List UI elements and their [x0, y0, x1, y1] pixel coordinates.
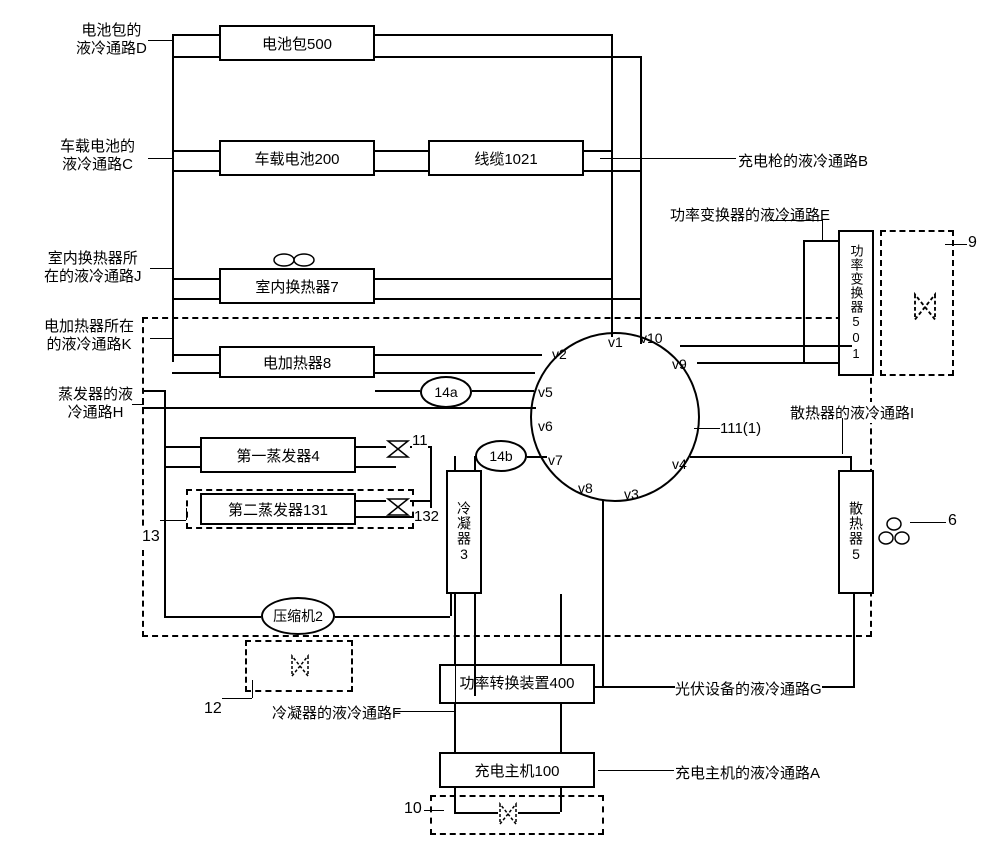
port-v2: v2: [552, 346, 567, 362]
pump-14b: 14b: [475, 440, 527, 472]
fan-indoor: [270, 252, 318, 273]
label-111: 111(1): [720, 420, 761, 437]
heater-label: 电加热器8: [263, 352, 331, 373]
valve-11: [386, 437, 410, 461]
box-cable: 线缆1021: [428, 140, 584, 176]
label-path-I: 散热器的液冷通路I: [790, 402, 914, 423]
label-path-G: 光伏设备的液冷通路G: [675, 678, 822, 699]
onboard-battery-label: 车载电池200: [254, 148, 339, 169]
label-path-F: 冷凝器的液冷通路F: [272, 702, 401, 723]
box-evap2: 第二蒸发器131: [200, 493, 356, 525]
box-power-conv-dev: 功率转换装置400: [439, 664, 595, 704]
evap1-label: 第一蒸发器4: [236, 445, 319, 466]
battery-pack-label: 电池包500: [262, 33, 332, 54]
valve-9: [910, 292, 940, 322]
evap2-label: 第二蒸发器131: [228, 499, 328, 520]
label-11: 11: [412, 432, 428, 449]
label-6: 6: [948, 512, 957, 530]
label-12: 12: [204, 700, 222, 718]
port-v6: v6: [538, 418, 553, 434]
charging-host-label: 充电主机100: [474, 760, 559, 781]
pcd-label: 功率转换装置400: [459, 676, 574, 693]
box-power-converter: 功率变换器501: [838, 230, 874, 376]
label-14b: 14b: [489, 448, 512, 464]
cable-label: 线缆1021: [474, 148, 537, 169]
label-path-C: 车载电池的液冷通路C: [60, 138, 135, 174]
port-v9: v9: [672, 356, 687, 372]
label-132: 132: [414, 508, 439, 525]
valve-12: [288, 654, 312, 678]
condenser-label: 冷凝器3: [454, 501, 474, 563]
label-10: 10: [404, 800, 422, 818]
label-path-E: 功率变换器的液冷通路E: [670, 204, 830, 225]
compressor-circle: 压缩机2: [261, 597, 335, 635]
label-14a: 14a: [434, 384, 457, 400]
port-v4: v4: [672, 456, 687, 472]
valve-10: [496, 802, 520, 826]
port-v10: v10: [640, 330, 663, 346]
box-indoor-hx: 室内换热器7: [219, 268, 375, 304]
box-condenser: 冷凝器3: [446, 470, 482, 594]
port-v1: v1: [608, 334, 623, 350]
label-path-B: 充电枪的液冷通路B: [738, 150, 868, 171]
box-onboard-battery: 车载电池200: [219, 140, 375, 176]
indoor-hx-label: 室内换热器7: [255, 276, 338, 297]
port-v3: v3: [624, 486, 639, 502]
label-path-D: 电池包的液冷通路D: [76, 22, 147, 58]
box-charging-host: 充电主机100: [439, 752, 595, 788]
label-path-A: 充电主机的液冷通路A: [675, 762, 820, 783]
label-path-J: 室内换热器所在的液冷通路J: [44, 250, 142, 286]
compressor-label: 压缩机2: [273, 606, 323, 626]
port-v7: v7: [548, 452, 563, 468]
box-battery-pack: 电池包500: [219, 25, 375, 61]
fan-radiator: [878, 516, 910, 553]
diagram-canvas: 电池包500 车载电池200 线缆1021 室内换热器7 电加热器8 第一蒸发器…: [0, 0, 1000, 848]
box-evap1: 第一蒸发器4: [200, 437, 356, 473]
port-v5: v5: [538, 384, 553, 400]
label-path-H: 蒸发器的液冷通路H: [58, 386, 133, 422]
valve-132: [386, 495, 410, 519]
box-heater: 电加热器8: [219, 346, 375, 378]
port-v8: v8: [578, 480, 593, 496]
box-radiator: 散热器5: [838, 470, 874, 594]
label-13: 13: [142, 528, 160, 546]
pump-14a: 14a: [420, 376, 472, 408]
label-9: 9: [968, 234, 977, 252]
radiator-label: 散热器5: [846, 501, 866, 563]
label-path-K: 电加热器所在的液冷通路K: [44, 318, 134, 354]
